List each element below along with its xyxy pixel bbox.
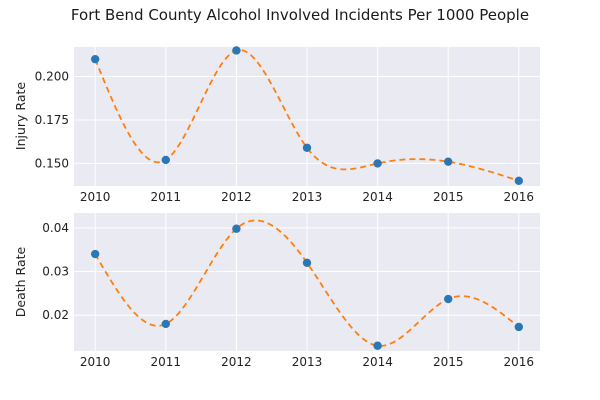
x-tick-label: 2011	[151, 190, 182, 204]
x-tick-label: 2012	[221, 355, 252, 369]
x-tick-label: 2011	[151, 355, 182, 369]
data-point	[161, 155, 170, 165]
data-point	[302, 143, 312, 152]
data-point	[90, 249, 100, 259]
data-point	[161, 319, 170, 329]
y-tick-label: 0.200	[35, 70, 69, 84]
data-point	[514, 176, 524, 185]
y-tick-label: 0.04	[42, 221, 69, 235]
y-tick-label: 0.150	[35, 156, 69, 170]
x-tick-label: 2014	[362, 355, 393, 369]
x-tick-label: 2015	[433, 190, 464, 204]
x-tick-label: 2013	[292, 355, 323, 369]
x-tick-label: 2010	[80, 190, 111, 204]
x-tick-label: 2015	[433, 355, 464, 369]
data-point	[232, 46, 241, 55]
subplot-2: 2010 2011 2012 2013 2014 2015 2016 0.02 0.03 0.04…	[13, 213, 540, 369]
data-point	[373, 341, 382, 350]
x-tick-label: 2016	[504, 355, 535, 369]
data-point	[444, 294, 453, 304]
y-tick-label: 0.175	[35, 113, 69, 127]
x-tick-label: 2016	[504, 190, 535, 204]
x-tick-label: 2014	[362, 190, 393, 204]
x-tick-label: 2013	[292, 190, 323, 204]
subplot-1: 2010 2011 2012 2013 2014 2015 2016 0.150 0.175 0.…	[13, 46, 540, 204]
y-tick-label: 0.03	[42, 265, 69, 279]
chart-title: Fort Bend County Alcohol Involved Incide…	[70, 6, 530, 24]
data-point	[514, 322, 524, 332]
y-tick-label: 0.02	[42, 308, 69, 322]
x-tick-label: 2012	[221, 190, 252, 204]
x-tick-label: 2010	[80, 355, 111, 369]
data-point	[444, 157, 453, 166]
data-point	[232, 224, 241, 233]
data-point	[302, 258, 312, 267]
y-axis-title: Injury Rate	[13, 82, 28, 150]
data-point	[373, 159, 382, 168]
y-axis-title: Death Rate	[13, 246, 28, 317]
data-point	[90, 54, 100, 64]
